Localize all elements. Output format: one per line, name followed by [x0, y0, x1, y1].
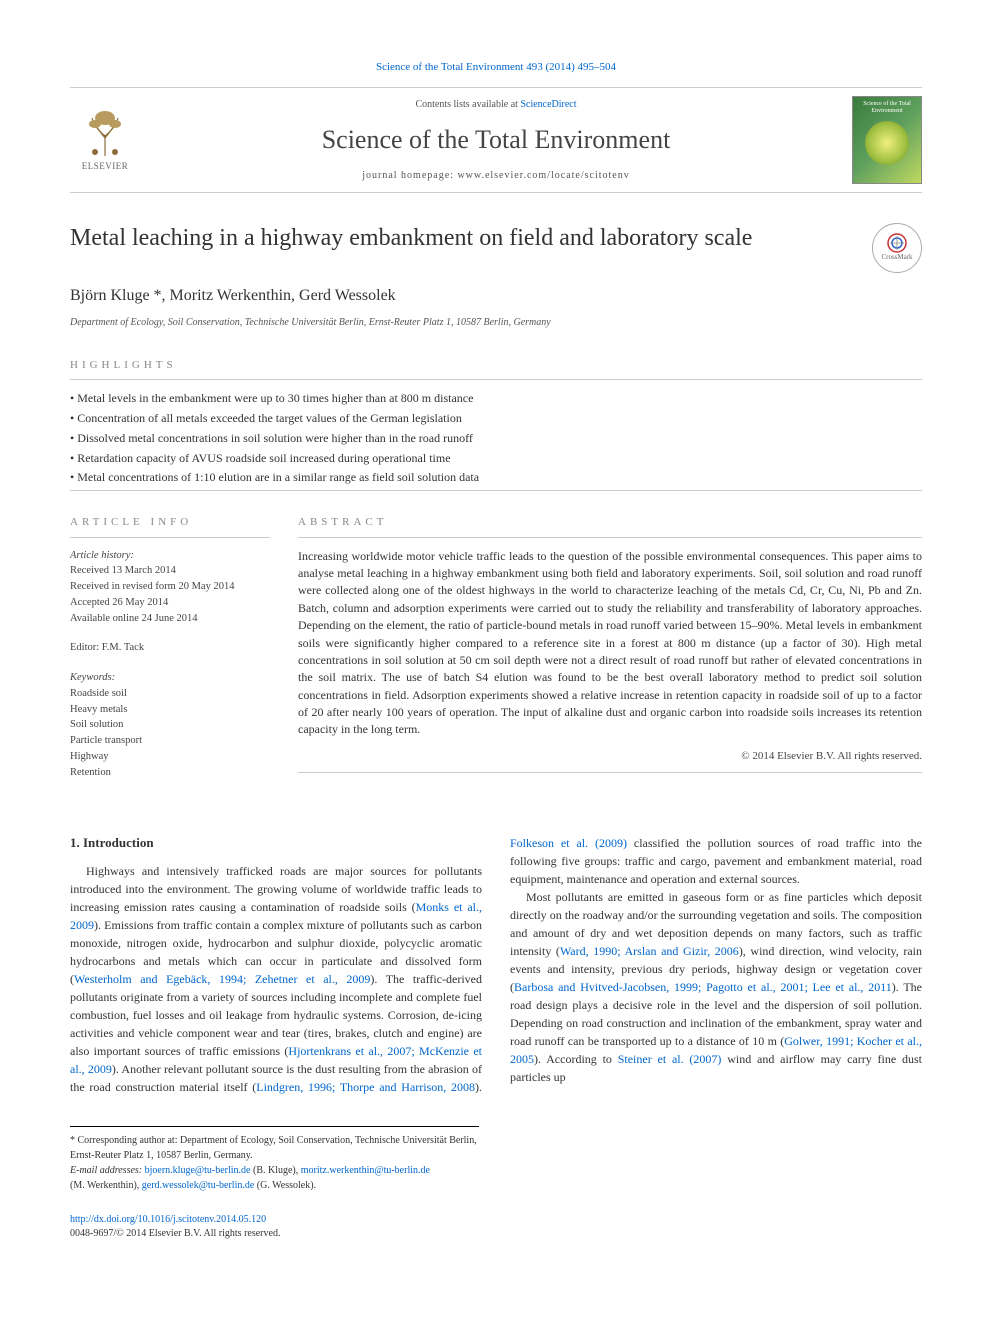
- highlights-heading: HIGHLIGHTS: [70, 358, 922, 373]
- keywords: Keywords: Roadside soil Heavy metals Soi…: [70, 670, 270, 780]
- citation-link[interactable]: Folkeson et al. (2009): [510, 836, 627, 850]
- elsevier-label: ELSEVIER: [70, 160, 140, 173]
- email-link[interactable]: bjoern.kluge@tu-berlin.de: [145, 1165, 251, 1176]
- highlight-item: Concentration of all metals exceeded the…: [70, 410, 922, 427]
- corresponding-mark[interactable]: *: [154, 287, 162, 304]
- top-citation: Science of the Total Environment 493 (20…: [70, 60, 922, 75]
- email-link[interactable]: moritz.werkenthin@tu-berlin.de: [301, 1165, 430, 1176]
- divider: [70, 379, 922, 380]
- journal-header: ELSEVIER Contents lists available at Sci…: [70, 87, 922, 193]
- sciencedirect-link[interactable]: ScienceDirect: [520, 99, 576, 110]
- journal-name: Science of the Total Environment: [140, 122, 852, 158]
- highlights-list: Metal levels in the embankment were up t…: [70, 390, 922, 486]
- article-title: Metal leaching in a highway embankment o…: [70, 223, 852, 254]
- journal-cover-icon: Science of the Total Environment: [852, 96, 922, 184]
- affiliation: Department of Ecology, Soil Conservation…: [70, 316, 922, 330]
- highlight-item: Retardation capacity of AVUS roadside so…: [70, 450, 922, 467]
- homepage-url[interactable]: www.elsevier.com/locate/scitotenv: [457, 170, 629, 181]
- divider: [298, 772, 922, 773]
- email-link[interactable]: gerd.wessolek@tu-berlin.de: [142, 1180, 255, 1191]
- footer: http://dx.doi.org/10.1016/j.scitotenv.20…: [70, 1213, 922, 1241]
- issn-copyright: 0048-9697/© 2014 Elsevier B.V. All right…: [70, 1227, 922, 1241]
- article-info-heading: ARTICLE INFO: [70, 515, 270, 537]
- citation-link[interactable]: Ward, 1990; Arslan and Gizir, 2006: [560, 944, 739, 958]
- editor: Editor: F.M. Tack: [70, 640, 270, 656]
- citation-link[interactable]: Barbosa and Hvitved-Jacobsen, 1999; Pago…: [514, 980, 892, 994]
- highlight-item: Metal concentrations of 1:10 elution are…: [70, 469, 922, 486]
- abstract-text: Increasing worldwide motor vehicle traff…: [298, 548, 922, 739]
- top-citation-link[interactable]: Science of the Total Environment 493 (20…: [376, 61, 616, 73]
- elsevier-logo: ELSEVIER: [70, 108, 140, 173]
- crossmark-icon: [887, 233, 907, 253]
- doi-link[interactable]: http://dx.doi.org/10.1016/j.scitotenv.20…: [70, 1214, 266, 1225]
- citation-link[interactable]: Lindgren, 1996; Thorpe and Harrison, 200…: [256, 1080, 475, 1094]
- highlight-item: Dissolved metal concentrations in soil s…: [70, 430, 922, 447]
- copyright: © 2014 Elsevier B.V. All rights reserved…: [298, 749, 922, 764]
- highlight-item: Metal levels in the embankment were up t…: [70, 390, 922, 407]
- corresponding-author-note: * Corresponding author at: Department of…: [70, 1133, 479, 1163]
- homepage-line: journal homepage: www.elsevier.com/locat…: [140, 169, 852, 183]
- elsevier-tree-icon: [80, 108, 130, 158]
- article-history: Article history: Received 13 March 2014 …: [70, 548, 270, 627]
- intro-heading: 1. Introduction: [70, 834, 482, 852]
- authors: Björn Kluge *, Moritz Werkenthin, Gerd W…: [70, 285, 922, 307]
- citation-link[interactable]: Steiner et al. (2007): [618, 1052, 722, 1066]
- abstract-heading: ABSTRACT: [298, 515, 922, 537]
- crossmark-badge[interactable]: CrossMark: [872, 223, 922, 273]
- footnotes: * Corresponding author at: Department of…: [70, 1126, 479, 1193]
- intro-paragraph: Most pollutants are emitted in gaseous f…: [510, 888, 922, 1086]
- contents-line: Contents lists available at ScienceDirec…: [140, 98, 852, 112]
- citation-link[interactable]: Westerholm and Egebäck, 1994; Zehetner e…: [74, 972, 370, 986]
- divider: [70, 490, 922, 491]
- email-addresses: E-mail addresses: bjoern.kluge@tu-berlin…: [70, 1163, 479, 1193]
